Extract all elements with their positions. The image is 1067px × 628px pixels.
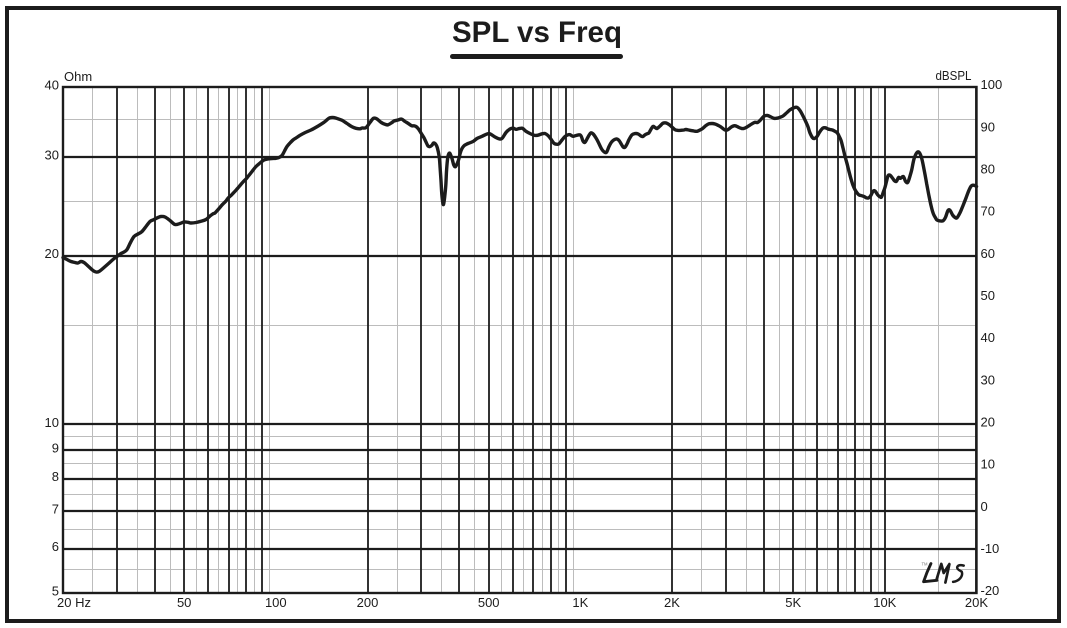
svg-text:-10: -10 (981, 541, 1000, 556)
svg-text:30: 30 (45, 148, 59, 163)
svg-text:50: 50 (177, 595, 191, 610)
svg-text:-20: -20 (981, 583, 1000, 598)
svg-text:7: 7 (52, 502, 59, 517)
svg-text:TM: TM (922, 562, 929, 567)
svg-text:500: 500 (478, 595, 500, 610)
svg-text:60: 60 (981, 246, 995, 261)
svg-text:6: 6 (52, 539, 59, 554)
svg-text:10: 10 (45, 415, 59, 430)
svg-text:80: 80 (981, 162, 995, 177)
svg-text:dBSPL: dBSPL (936, 68, 972, 83)
svg-text:5: 5 (52, 584, 59, 599)
svg-text:Ohm: Ohm (64, 69, 92, 84)
svg-text:50: 50 (981, 288, 995, 303)
svg-text:40: 40 (981, 330, 995, 345)
svg-text:9: 9 (52, 441, 59, 456)
svg-text:90: 90 (981, 119, 995, 134)
svg-text:100: 100 (265, 595, 287, 610)
svg-text:8: 8 (52, 469, 59, 484)
svg-text:70: 70 (981, 204, 995, 219)
svg-text:30: 30 (981, 372, 995, 387)
svg-text:1K: 1K (572, 595, 588, 610)
svg-text:10K: 10K (873, 595, 896, 610)
svg-text:20 Hz: 20 Hz (57, 595, 91, 610)
svg-text:20K: 20K (965, 595, 988, 610)
svg-text:40: 40 (45, 78, 59, 93)
svg-text:2K: 2K (664, 595, 680, 610)
svg-text:200: 200 (357, 595, 379, 610)
svg-text:20: 20 (45, 246, 59, 261)
svg-text:20: 20 (981, 415, 995, 430)
svg-text:5K: 5K (785, 595, 801, 610)
svg-text:0: 0 (981, 499, 988, 514)
svg-text:10: 10 (981, 457, 995, 472)
svg-text:100: 100 (981, 77, 1003, 92)
